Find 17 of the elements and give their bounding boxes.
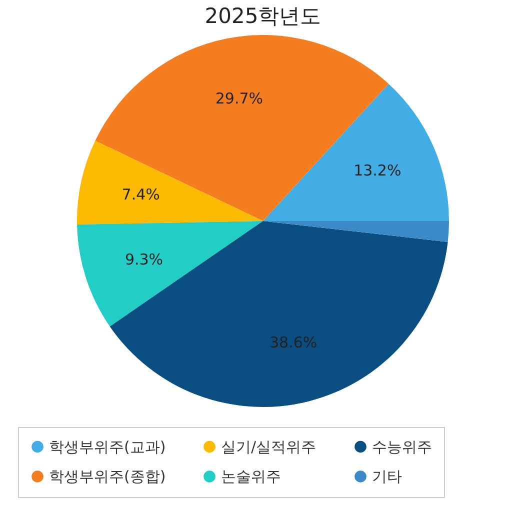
pie-slice: [263, 84, 449, 221]
data-label: 7.4%: [122, 186, 160, 204]
legend-label: 기타: [372, 468, 402, 486]
pie-slice: [110, 221, 448, 407]
data-label: 38.6%: [269, 333, 318, 352]
legend-label: 학생부위주(교과): [49, 438, 166, 456]
legend-label: 수능위주: [372, 438, 432, 456]
data-label: 9.3%: [124, 250, 164, 268]
legend-label: 실기/실적위주: [221, 438, 316, 456]
data-label: 29.7%: [215, 89, 264, 108]
legend-label: 학생부위주(종합): [49, 468, 166, 486]
data-label: 13.2%: [354, 162, 402, 180]
legend-label: 논술위주: [221, 468, 281, 486]
pie-slice: [77, 221, 263, 327]
pie-slice: [263, 221, 449, 242]
pie-slice: [77, 140, 263, 225]
chart-title: 2025학년도: [204, 4, 322, 28]
